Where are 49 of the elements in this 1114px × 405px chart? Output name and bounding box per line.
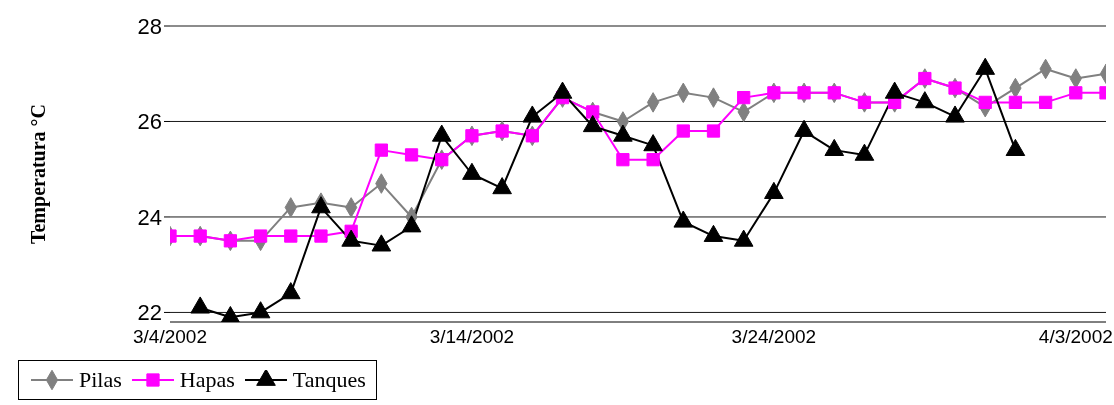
point: [797, 86, 811, 100]
point: [492, 177, 512, 195]
point: [673, 210, 694, 228]
point: [706, 124, 721, 138]
point: [1069, 86, 1083, 100]
y-axis-title: Temperatura °C: [27, 103, 51, 245]
point: [193, 229, 207, 243]
point: [978, 95, 992, 110]
point: [250, 301, 271, 319]
point: [190, 296, 210, 314]
point: [465, 129, 479, 143]
point: [220, 305, 241, 322]
point: [280, 282, 301, 300]
point: [586, 105, 600, 119]
legend-label: Tanques: [292, 367, 366, 393]
point: [703, 224, 724, 242]
point: [737, 90, 751, 105]
point: [525, 129, 539, 143]
point: [401, 215, 422, 233]
point: [253, 229, 268, 243]
legend-label: Pilas: [79, 367, 122, 393]
point: [374, 143, 388, 157]
point: [733, 229, 754, 247]
point: [311, 196, 331, 214]
point: [767, 86, 781, 100]
point: [314, 229, 328, 243]
point: [435, 153, 449, 167]
point: [341, 229, 361, 247]
y-tick-label: 24: [137, 204, 162, 230]
point: [646, 153, 660, 167]
x-tick-label: 3/14/2002: [429, 326, 515, 348]
point: [616, 153, 630, 167]
point: [676, 124, 690, 138]
point: [371, 234, 392, 252]
point: [404, 148, 419, 162]
x-tick-label: 3/4/2002: [133, 326, 207, 348]
x-tick-label: 4/3/2002: [1038, 326, 1113, 348]
point: [223, 234, 238, 248]
point: [284, 229, 298, 243]
legend-label: Hapas: [179, 367, 235, 393]
point: [495, 124, 509, 138]
point: [948, 81, 962, 95]
y-tick-label: 22: [137, 300, 162, 326]
y-tick-label: 28: [137, 13, 162, 39]
y-tick-label: 26: [137, 109, 162, 135]
point: [827, 86, 841, 100]
x-tick-label: 3/24/2002: [731, 326, 817, 348]
point: [1008, 95, 1023, 110]
point: [1038, 95, 1053, 110]
